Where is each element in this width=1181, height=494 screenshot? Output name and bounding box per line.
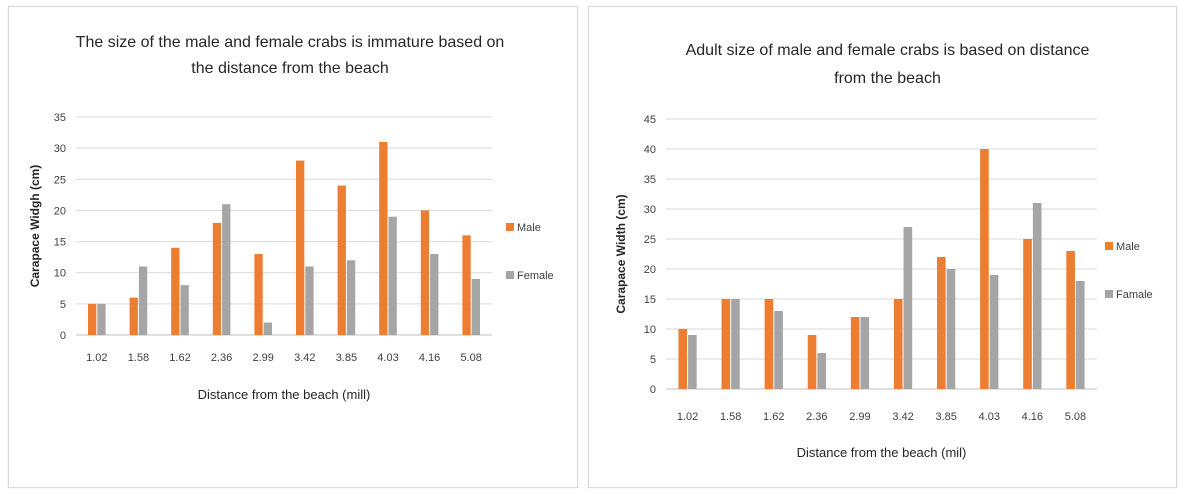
x-tick-label: 1.62 [169, 352, 190, 364]
x-tick-label: 2.99 [252, 352, 273, 364]
y-tick-label: 5 [650, 354, 656, 366]
bar-famale-5.08 [1075, 281, 1085, 389]
y-tick-label: 0 [60, 330, 66, 342]
bar-male-3.42 [893, 299, 903, 389]
legend-swatch-female [506, 271, 514, 279]
bar-female-4.03 [388, 216, 397, 335]
bar-famale-1.62 [774, 311, 783, 389]
y-tick-label: 10 [54, 268, 66, 280]
x-axis-title: Distance from the beach (mil) [797, 445, 967, 460]
bar-famale-4.16 [1032, 203, 1042, 389]
bar-male-4.03 [379, 141, 388, 335]
y-tick-label: 45 [644, 114, 656, 126]
y-tick-label: 5 [60, 299, 66, 311]
chart-panel-adult: Adult size of male and female crabs is b… [588, 6, 1177, 488]
bar-male-1.58 [721, 299, 731, 389]
bar-male-2.36 [807, 335, 817, 389]
chart-title-line: the distance from the beach [191, 60, 388, 77]
y-tick-label: 15 [54, 237, 66, 249]
chart-panel-immature: The size of the male and female crabs is… [8, 6, 578, 488]
bar-female-2.36 [222, 204, 231, 335]
legend-swatch-male [1105, 242, 1113, 250]
legend-label-famale: Famale [1116, 289, 1153, 301]
x-axis-title: Distance from the beach (mill) [198, 387, 371, 402]
x-tick-label: 2.36 [806, 411, 827, 423]
y-tick-label: 35 [54, 112, 66, 124]
y-tick-label: 10 [644, 324, 656, 336]
y-axis-title: Carapace Width (cm) [614, 194, 628, 313]
legend-label-male: Male [517, 222, 541, 234]
y-tick-label: 25 [54, 174, 66, 186]
bar-famale-3.85 [946, 269, 956, 389]
bar-male-4.16 [1023, 239, 1032, 389]
x-tick-label: 2.99 [849, 411, 870, 423]
x-tick-label: 3.85 [336, 352, 357, 364]
legend-swatch-male [506, 223, 514, 231]
bar-female-3.85 [346, 260, 356, 335]
bar-famale-1.02 [688, 335, 697, 389]
bar-female-1.62 [180, 285, 189, 335]
bar-famale-3.42 [903, 227, 913, 389]
bar-famale-4.03 [989, 275, 999, 389]
bar-female-5.08 [471, 278, 481, 335]
y-tick-label: 35 [644, 174, 656, 186]
x-tick-label: 1.62 [763, 411, 784, 423]
chart-title-line: Adult size of male and female crabs is b… [686, 42, 1090, 59]
x-tick-label: 1.02 [677, 411, 698, 423]
bar-female-2.99 [263, 322, 273, 335]
y-tick-label: 20 [54, 205, 66, 217]
bar-male-3.42 [295, 160, 305, 335]
legend-swatch-famale [1105, 290, 1113, 298]
bar-male-1.02 [87, 303, 97, 335]
bar-male-1.62 [171, 247, 180, 335]
bar-female-3.42 [305, 266, 314, 335]
bar-male-4.03 [980, 149, 989, 389]
bar-famale-2.36 [817, 353, 826, 389]
y-tick-label: 15 [644, 294, 656, 306]
y-tick-label: 30 [644, 204, 656, 216]
immature-crab-bar-chart: The size of the male and female crabs is… [28, 34, 554, 402]
x-tick-label: 3.42 [892, 411, 913, 423]
bar-famale-1.58 [731, 299, 740, 389]
bar-male-1.02 [678, 329, 688, 389]
x-tick-label: 5.08 [1065, 411, 1086, 423]
bar-female-1.58 [138, 266, 148, 335]
x-tick-label: 3.42 [294, 352, 315, 364]
y-tick-label: 30 [54, 143, 66, 155]
chart-title-line: The size of the male and female crabs is… [76, 34, 505, 51]
bar-female-1.02 [97, 303, 106, 335]
x-tick-label: 4.16 [1022, 411, 1043, 423]
chart-title-line: from the beach [834, 70, 941, 87]
adult-crab-bar-chart: Adult size of male and female crabs is b… [614, 42, 1153, 460]
x-tick-label: 4.03 [377, 352, 398, 364]
bar-male-3.85 [337, 185, 346, 335]
y-tick-label: 20 [644, 264, 656, 276]
bar-male-2.99 [850, 317, 860, 389]
bar-female-4.16 [430, 254, 439, 335]
bar-male-1.58 [129, 297, 138, 335]
y-tick-label: 0 [650, 384, 656, 396]
x-tick-label: 4.03 [979, 411, 1000, 423]
y-axis-title: Carapace Widgh (cm) [28, 165, 42, 288]
bar-male-2.99 [254, 254, 263, 335]
bar-famale-2.99 [860, 317, 870, 389]
bar-male-3.85 [937, 257, 946, 389]
x-tick-label: 5.08 [460, 352, 481, 364]
x-tick-label: 4.16 [419, 352, 440, 364]
bar-male-5.08 [1066, 251, 1075, 389]
bar-male-1.62 [764, 299, 774, 389]
x-tick-label: 1.58 [720, 411, 741, 423]
y-tick-label: 40 [644, 144, 656, 156]
y-tick-label: 25 [644, 234, 656, 246]
bar-male-2.36 [212, 222, 222, 335]
legend-label-female: Female [517, 270, 554, 282]
x-tick-label: 1.58 [128, 352, 149, 364]
legend-label-male: Male [1116, 241, 1140, 253]
x-tick-label: 3.85 [935, 411, 956, 423]
bar-male-4.16 [420, 210, 430, 335]
x-tick-label: 2.36 [211, 352, 232, 364]
bar-male-5.08 [462, 235, 471, 335]
x-tick-label: 1.02 [86, 352, 107, 364]
